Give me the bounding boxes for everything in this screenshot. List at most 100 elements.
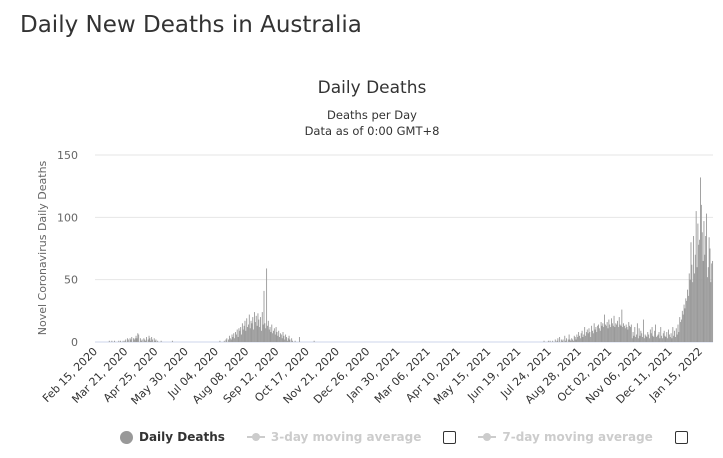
- bar[interactable]: [642, 319, 644, 342]
- bar[interactable]: [236, 329, 238, 342]
- bar[interactable]: [682, 314, 684, 342]
- bar[interactable]: [235, 332, 236, 342]
- bar[interactable]: [630, 327, 631, 342]
- bar[interactable]: [578, 332, 580, 342]
- bar[interactable]: [621, 309, 623, 342]
- bar[interactable]: [226, 338, 228, 342]
- bar[interactable]: [585, 332, 587, 342]
- bar[interactable]: [630, 324, 632, 342]
- bar[interactable]: [622, 327, 624, 342]
- bar[interactable]: [564, 335, 566, 342]
- bar[interactable]: [631, 338, 633, 342]
- bar[interactable]: [271, 324, 273, 342]
- bar[interactable]: [568, 334, 570, 342]
- bar[interactable]: [286, 340, 288, 342]
- bar[interactable]: [687, 289, 688, 342]
- bar[interactable]: [574, 337, 576, 342]
- bar[interactable]: [684, 308, 686, 342]
- bar[interactable]: [649, 338, 650, 342]
- bar[interactable]: [699, 239, 701, 342]
- bar[interactable]: [133, 339, 135, 342]
- bar[interactable]: [294, 340, 296, 342]
- bar[interactable]: [576, 334, 578, 342]
- bar[interactable]: [693, 273, 695, 342]
- bar[interactable]: [647, 332, 649, 342]
- bar[interactable]: [696, 267, 698, 342]
- bar[interactable]: [671, 338, 673, 342]
- bar[interactable]: [697, 223, 699, 342]
- bar[interactable]: [687, 295, 689, 342]
- bar[interactable]: [617, 327, 619, 342]
- bar[interactable]: [136, 338, 138, 342]
- bar[interactable]: [234, 338, 236, 342]
- bar[interactable]: [252, 317, 254, 342]
- bar[interactable]: [700, 204, 702, 342]
- bar[interactable]: [656, 335, 658, 342]
- bar[interactable]: [582, 337, 584, 342]
- bar[interactable]: [223, 340, 225, 342]
- bar[interactable]: [313, 340, 315, 342]
- bar[interactable]: [641, 333, 643, 342]
- bar[interactable]: [292, 340, 293, 342]
- bar[interactable]: [638, 328, 640, 342]
- bar[interactable]: [587, 333, 589, 342]
- bar[interactable]: [153, 338, 155, 342]
- bar[interactable]: [270, 332, 272, 342]
- bar[interactable]: [151, 337, 153, 342]
- bar[interactable]: [273, 330, 274, 342]
- bar[interactable]: [627, 329, 629, 342]
- bar[interactable]: [228, 335, 230, 342]
- bar[interactable]: [666, 332, 668, 342]
- bar[interactable]: [133, 338, 134, 342]
- bar[interactable]: [655, 337, 657, 342]
- bar[interactable]: [677, 324, 679, 342]
- bar[interactable]: [589, 332, 591, 342]
- bar[interactable]: [289, 339, 291, 342]
- bar[interactable]: [559, 337, 561, 342]
- bar[interactable]: [125, 339, 127, 342]
- bar[interactable]: [662, 333, 664, 342]
- bar[interactable]: [283, 335, 285, 342]
- bar[interactable]: [286, 337, 287, 342]
- bar[interactable]: [561, 340, 563, 342]
- bar[interactable]: [267, 320, 269, 342]
- bar[interactable]: [693, 236, 695, 342]
- bar[interactable]: [108, 340, 110, 342]
- bar[interactable]: [700, 177, 701, 342]
- bar[interactable]: [577, 337, 579, 342]
- bar[interactable]: [702, 260, 704, 342]
- bar[interactable]: [620, 325, 622, 342]
- bar[interactable]: [583, 334, 585, 342]
- bar[interactable]: [237, 337, 239, 342]
- bar[interactable]: [277, 335, 279, 342]
- bar[interactable]: [233, 333, 235, 342]
- bar[interactable]: [673, 335, 675, 342]
- bar[interactable]: [239, 330, 241, 342]
- bar[interactable]: [147, 339, 149, 342]
- bar[interactable]: [628, 322, 630, 342]
- bar[interactable]: [141, 339, 143, 342]
- bar[interactable]: [573, 335, 575, 342]
- bar[interactable]: [584, 327, 586, 342]
- bar[interactable]: [572, 340, 574, 342]
- bar[interactable]: [636, 323, 638, 342]
- bar[interactable]: [150, 340, 152, 342]
- bar[interactable]: [273, 328, 275, 342]
- bar[interactable]: [231, 334, 233, 342]
- bar[interactable]: [686, 300, 688, 342]
- bar[interactable]: [552, 340, 554, 342]
- bar[interactable]: [591, 330, 593, 342]
- bar[interactable]: [570, 340, 572, 342]
- bar[interactable]: [604, 324, 606, 342]
- bar[interactable]: [135, 335, 137, 342]
- bar[interactable]: [149, 338, 151, 342]
- bar[interactable]: [228, 339, 230, 342]
- bar[interactable]: [650, 333, 652, 342]
- bar[interactable]: [626, 327, 628, 342]
- bar[interactable]: [679, 317, 681, 342]
- bar[interactable]: [604, 314, 605, 342]
- bar[interactable]: [579, 338, 581, 342]
- bar[interactable]: [230, 339, 232, 342]
- bar[interactable]: [598, 324, 599, 342]
- bar[interactable]: [560, 339, 562, 342]
